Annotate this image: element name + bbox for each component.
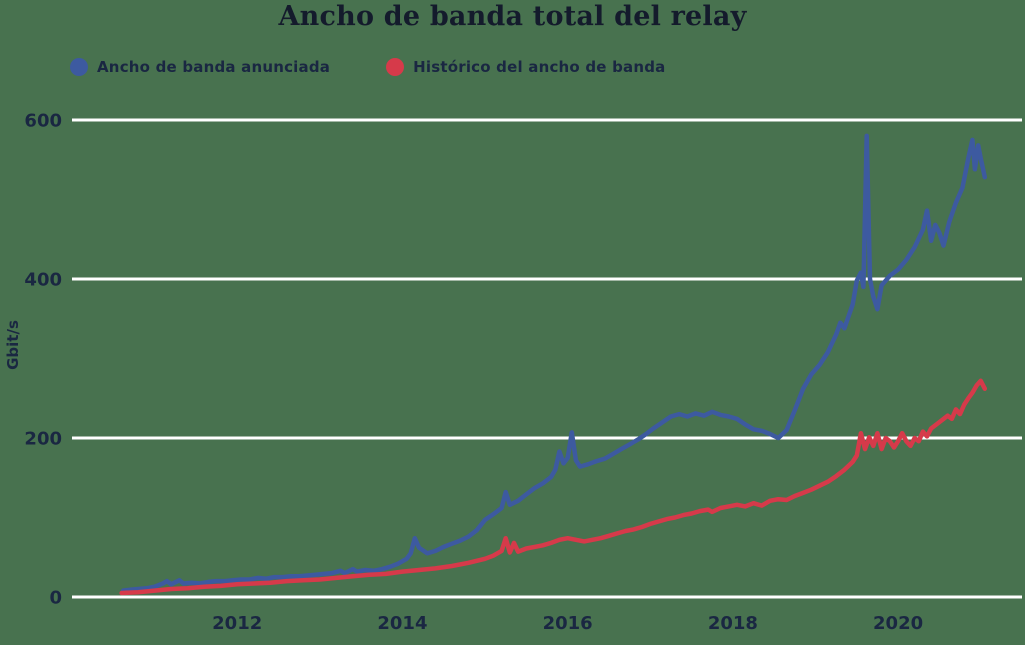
x-axis-tick-labels: 2012 2014 2016 2018 2020 xyxy=(212,613,923,634)
advertised-bandwidth-legend-label: Ancho de banda anunciada xyxy=(97,58,331,76)
y-tick-0: 0 xyxy=(49,588,62,609)
y-tick-200: 200 xyxy=(24,429,62,450)
bandwidth-history-line xyxy=(119,378,988,596)
x-tick-2018: 2018 xyxy=(708,613,758,634)
x-tick-2014: 2014 xyxy=(377,613,427,634)
legend-item-bandwidth-history: Histórico del ancho de banda xyxy=(386,58,665,76)
bandwidth-history-dot-icon xyxy=(386,58,405,76)
x-tick-2012: 2012 xyxy=(212,613,262,634)
y-tick-400: 400 xyxy=(24,270,62,291)
legend-item-advertised-bandwidth: Ancho de banda anunciada xyxy=(70,58,330,76)
x-tick-2016: 2016 xyxy=(543,613,593,634)
x-tick-2020: 2020 xyxy=(873,613,923,634)
series-lines xyxy=(119,133,988,596)
y-axis-title: Gbit/s xyxy=(4,320,22,370)
gridlines xyxy=(72,118,1022,599)
chart-legend: Ancho de banda anunciada Histórico del a… xyxy=(70,56,666,78)
y-tick-600: 600 xyxy=(24,111,62,132)
advertised-bandwidth-dot-icon xyxy=(70,58,88,76)
y-axis-tick-labels: 0 200 400 600 xyxy=(24,111,62,609)
advertised-bandwidth-line xyxy=(120,133,988,593)
bandwidth-history-legend-label: Histórico del ancho de banda xyxy=(413,58,666,76)
chart-title: Ancho de banda total del relay xyxy=(278,1,747,32)
